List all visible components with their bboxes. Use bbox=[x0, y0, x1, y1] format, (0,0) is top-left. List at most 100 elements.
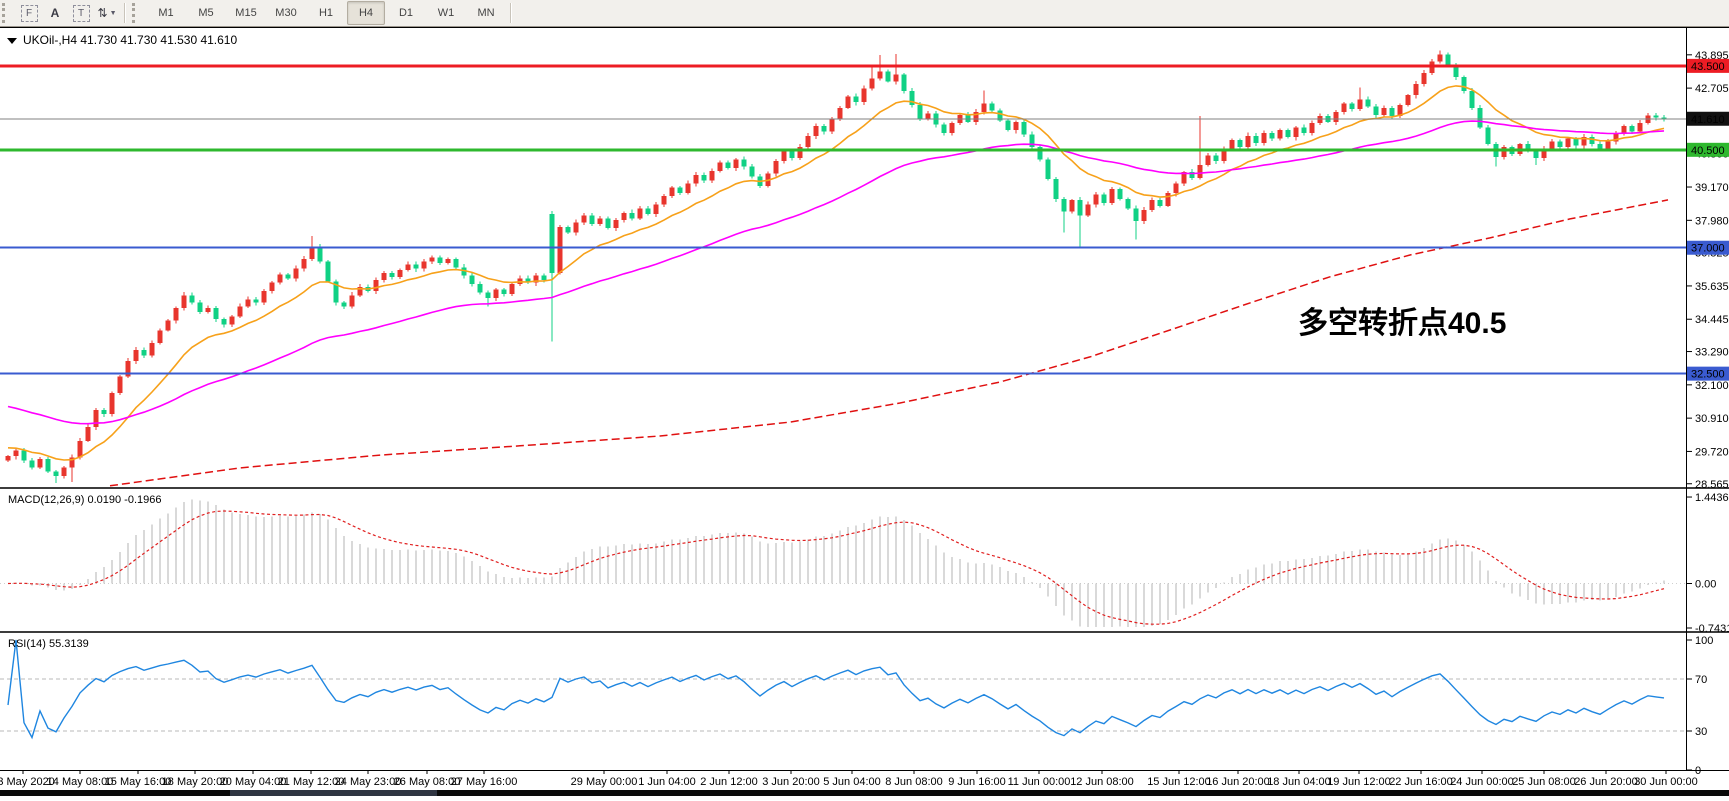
macd-label: MACD(12,26,9) 0.0190 -0.1966 bbox=[8, 494, 161, 506]
candle-body bbox=[53, 471, 59, 476]
time-tick-label: 25 Jun 08:00 bbox=[1512, 776, 1576, 788]
toolbar-grip[interactable] bbox=[2, 3, 12, 23]
candle-body bbox=[45, 458, 51, 472]
candle-body bbox=[717, 162, 723, 171]
rsi-pane[interactable] bbox=[0, 639, 1686, 740]
candle-body bbox=[309, 246, 315, 259]
timeframe-button-H4[interactable]: H4 bbox=[347, 1, 385, 25]
candle-body bbox=[813, 126, 819, 136]
time-tick-label: 2 Jun 12:00 bbox=[700, 776, 758, 788]
time-tick-label: 26 May 08:00 bbox=[394, 776, 461, 788]
candle-body bbox=[981, 103, 987, 113]
candle-body bbox=[741, 159, 747, 167]
candle-body bbox=[1421, 72, 1427, 85]
bottom-bar-segment-2 bbox=[230, 790, 437, 796]
price-tick-label: 29.720 bbox=[1695, 446, 1729, 458]
candle-body bbox=[117, 376, 123, 394]
price-axis[interactable]: 43.89542.70541.51540.36039.17037.98036.8… bbox=[1686, 50, 1729, 777]
timeframe-button-M30[interactable]: M30 bbox=[275, 7, 297, 19]
candle-body bbox=[677, 187, 683, 194]
candle-body bbox=[533, 275, 539, 283]
candle-body bbox=[941, 124, 947, 134]
candle-body bbox=[1397, 105, 1403, 117]
candle-body bbox=[1357, 99, 1363, 110]
time-tick-label: 1 Jun 04:00 bbox=[638, 776, 696, 788]
ma-fast-line bbox=[7, 85, 1665, 461]
candle-body bbox=[893, 74, 899, 82]
candle-body bbox=[1069, 200, 1075, 212]
candle-body bbox=[509, 284, 515, 294]
candle-body bbox=[1349, 103, 1355, 110]
candle-body bbox=[469, 275, 475, 285]
candle-body bbox=[837, 107, 843, 120]
candle-body bbox=[1181, 172, 1187, 184]
macd-pane[interactable] bbox=[0, 499, 1686, 627]
main-pane[interactable]: 多空转折点40.5 bbox=[0, 50, 1686, 487]
candle-body bbox=[277, 274, 283, 283]
candle-body bbox=[1141, 209, 1147, 222]
toolbar-grip-2[interactable] bbox=[132, 3, 142, 23]
candle-body bbox=[605, 218, 611, 229]
candle-body bbox=[1173, 183, 1179, 194]
candle-body bbox=[1597, 144, 1603, 150]
candle-body bbox=[69, 457, 75, 468]
timeframe-button-M5[interactable]: M5 bbox=[198, 7, 214, 19]
candle-body bbox=[661, 195, 667, 205]
price-tick-label: 42.705 bbox=[1695, 83, 1729, 95]
candle-body bbox=[1469, 91, 1475, 108]
candle-body bbox=[261, 291, 267, 303]
arrows-tool-button[interactable]: ⇅ ▼ bbox=[95, 1, 119, 25]
price-tick-label: 37.980 bbox=[1695, 215, 1729, 227]
text-label-tool-button[interactable]: T bbox=[69, 1, 93, 25]
font-tool-button[interactable]: A bbox=[43, 1, 67, 25]
frame-tool-button[interactable]: F bbox=[17, 1, 41, 25]
candle-body bbox=[477, 284, 483, 293]
candle-body bbox=[5, 456, 11, 461]
candle-body bbox=[1117, 188, 1123, 199]
time-tick-label: 20 May 04:00 bbox=[220, 776, 287, 788]
candle-body bbox=[1093, 194, 1099, 205]
candle-body bbox=[1501, 147, 1507, 157]
symbol-dropdown-arrow[interactable] bbox=[7, 38, 17, 44]
candle-body bbox=[333, 281, 339, 303]
candle-body bbox=[269, 282, 275, 292]
candle-body bbox=[917, 105, 923, 120]
rsi-tick-label: 30 bbox=[1695, 726, 1707, 738]
candle-body bbox=[525, 278, 531, 283]
candle-body bbox=[493, 289, 499, 299]
candle-body bbox=[1085, 204, 1091, 216]
timeframe-button-M1[interactable]: M1 bbox=[158, 7, 174, 19]
candle-body bbox=[109, 393, 115, 415]
chart-svg[interactable]: 多空转折点40.5 43.89542.70541.51540.36039.170… bbox=[0, 27, 1729, 796]
time-tick-label: 3 Jun 20:00 bbox=[762, 776, 820, 788]
candle-body bbox=[1453, 64, 1459, 78]
candle-body bbox=[421, 261, 427, 269]
candle-body bbox=[1573, 138, 1579, 146]
candle-body bbox=[1189, 172, 1195, 178]
candle-body bbox=[1661, 117, 1667, 119]
candle-body bbox=[1285, 130, 1291, 138]
candle-body bbox=[1157, 200, 1163, 206]
candle-body bbox=[1077, 200, 1083, 216]
time-tick-label: 18 Jun 04:00 bbox=[1267, 776, 1331, 788]
rsi-tick-label: 70 bbox=[1695, 674, 1707, 686]
time-tick-label: 21 May 12:00 bbox=[278, 776, 345, 788]
price-tick-label: 43.895 bbox=[1695, 50, 1729, 62]
timeframe-button-D1[interactable]: D1 bbox=[398, 7, 414, 19]
candle-body bbox=[149, 342, 155, 356]
candle-body bbox=[573, 222, 579, 233]
chart-area[interactable]: 多空转折点40.5 43.89542.70541.51540.36039.170… bbox=[0, 27, 1729, 796]
candle-body bbox=[213, 307, 219, 320]
price-badge bbox=[1687, 111, 1729, 126]
candle-body bbox=[1317, 116, 1323, 124]
candle-body bbox=[709, 170, 715, 181]
timeframe-button-M15[interactable]: M15 bbox=[235, 7, 257, 19]
candle-body bbox=[437, 257, 443, 264]
long-trend-line bbox=[109, 199, 1669, 487]
price-tick-label: 30.910 bbox=[1695, 413, 1729, 425]
timeframe-button-MN[interactable]: MN bbox=[477, 7, 495, 19]
timeframe-button-W1[interactable]: W1 bbox=[437, 7, 455, 19]
timeframe-button-H1[interactable]: H1 bbox=[318, 7, 334, 19]
candle-body bbox=[861, 88, 867, 103]
